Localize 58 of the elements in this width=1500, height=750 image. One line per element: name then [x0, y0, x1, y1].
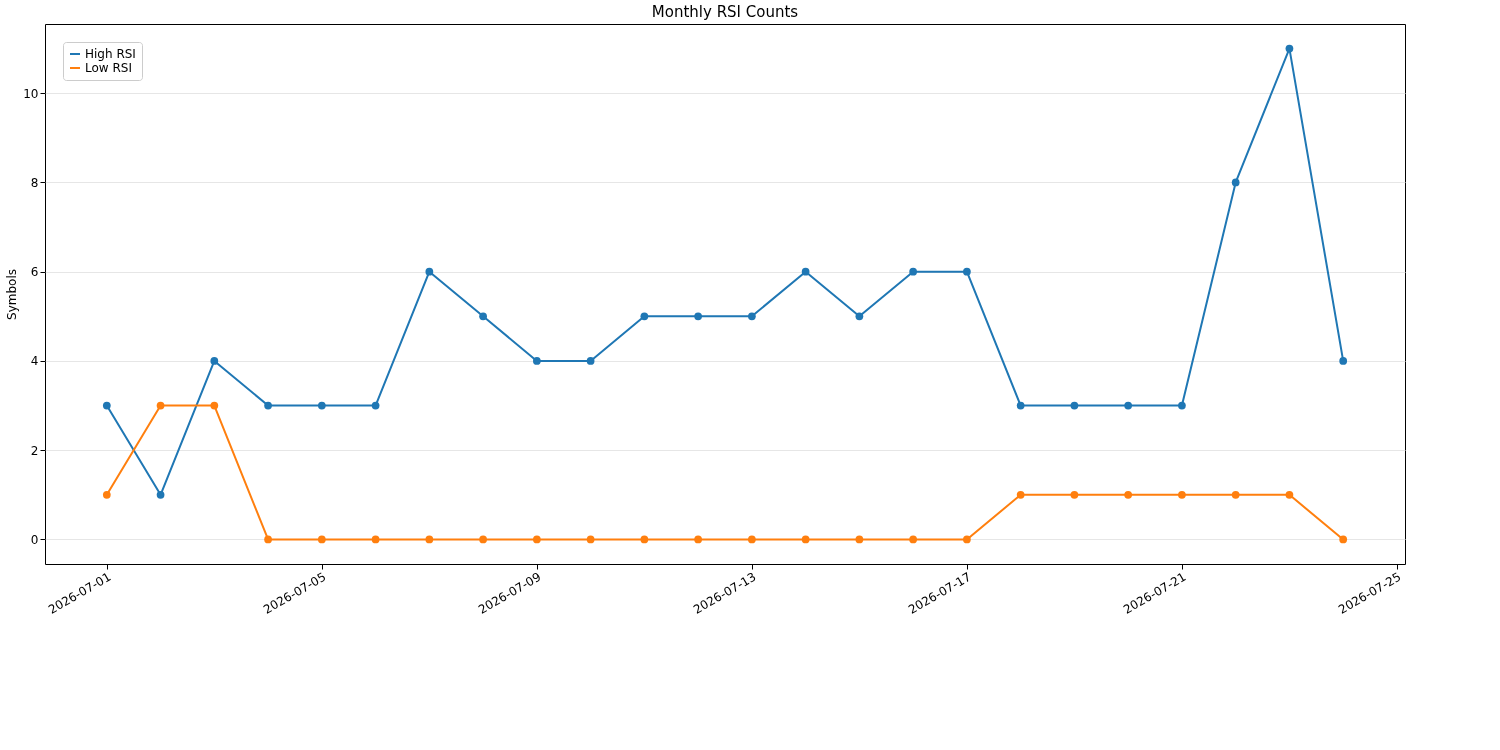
- point: [1339, 535, 1348, 544]
- point: [748, 312, 756, 321]
- point: [371, 535, 380, 544]
- point: [479, 312, 487, 321]
- point: [1016, 490, 1025, 499]
- point: [1070, 490, 1079, 499]
- point: [640, 312, 649, 321]
- point: [1124, 490, 1133, 499]
- point: [640, 535, 649, 544]
- point: [1285, 44, 1294, 53]
- point: [156, 401, 165, 410]
- point: [586, 357, 595, 365]
- point: [1231, 490, 1240, 499]
- point: [264, 535, 272, 544]
- chart-title: Monthly RSI Counts: [651, 3, 799, 21]
- y-tick-label: 0: [30, 532, 39, 547]
- point: [317, 535, 326, 544]
- y-tick-label: 6: [30, 265, 39, 280]
- point: [425, 535, 434, 544]
- y-tick-label: 4: [30, 354, 39, 369]
- point: [264, 401, 272, 410]
- point: [801, 267, 810, 276]
- point: [1285, 490, 1294, 499]
- point: [1124, 401, 1133, 410]
- point: [963, 535, 971, 544]
- point: [102, 490, 111, 499]
- point: [801, 535, 810, 544]
- point: [694, 312, 702, 321]
- point: [1016, 401, 1025, 410]
- legend-label: High RSI: [85, 47, 136, 61]
- point: [532, 357, 541, 365]
- point: [909, 535, 918, 544]
- point: [210, 401, 219, 410]
- point: [102, 401, 111, 410]
- point: [748, 535, 756, 544]
- y-axis-title: Symbols: [5, 269, 20, 320]
- point: [963, 267, 971, 276]
- point: [1070, 401, 1079, 410]
- point: [694, 535, 702, 544]
- point: [1231, 178, 1240, 187]
- point: [1178, 490, 1186, 499]
- point: [371, 401, 380, 410]
- y-tick-label: 2: [30, 443, 39, 458]
- point: [855, 312, 864, 321]
- point: [210, 357, 219, 365]
- point: [586, 535, 595, 544]
- point: [425, 267, 434, 276]
- y-tick-label: 8: [30, 175, 39, 190]
- y-tick-label: 10: [23, 86, 39, 101]
- point: [1339, 357, 1348, 365]
- point: [479, 535, 487, 544]
- point: [855, 535, 864, 544]
- legend-label: Low RSI: [85, 61, 132, 75]
- point: [1178, 401, 1186, 410]
- point: [317, 401, 326, 410]
- point: [532, 535, 541, 544]
- point: [156, 490, 165, 499]
- point: [909, 267, 918, 276]
